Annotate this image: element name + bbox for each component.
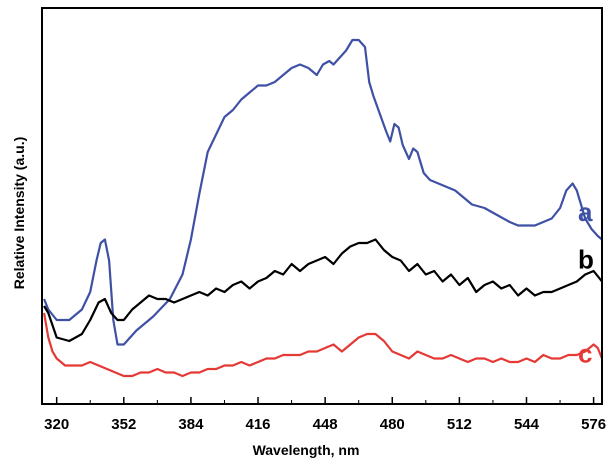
x-tick-label: 352 [111,416,136,433]
x-tick-label: 384 [178,416,204,433]
x-tick-label: 512 [447,416,472,433]
plot-frame [41,7,603,405]
x-tick-label: 576 [581,416,606,433]
series-label-a: a [578,197,593,227]
plot-area: 320 352 384 416 448 480 512 544 576 [41,7,606,433]
series-labels: ab c [578,197,594,369]
series-line-a [43,38,603,346]
x-tick-label: 416 [246,416,271,433]
y-axis-title: Relative Intensity (a.u.) [11,137,27,289]
series-layer [43,38,604,378]
series-line-c [43,312,604,378]
x-axis-title: Wavelength, nm [253,442,360,458]
x-tick-label: 320 [44,416,69,433]
x-axis-ticks: 320 352 384 416 448 480 512 544 576 [44,397,606,433]
series-line-b [43,238,603,343]
series-label-b: b [578,245,594,275]
x-tick-label: 448 [313,416,338,433]
x-tick-label: 544 [514,416,540,433]
series-label-c: c [578,339,592,369]
x-tick-label: 480 [380,416,405,433]
